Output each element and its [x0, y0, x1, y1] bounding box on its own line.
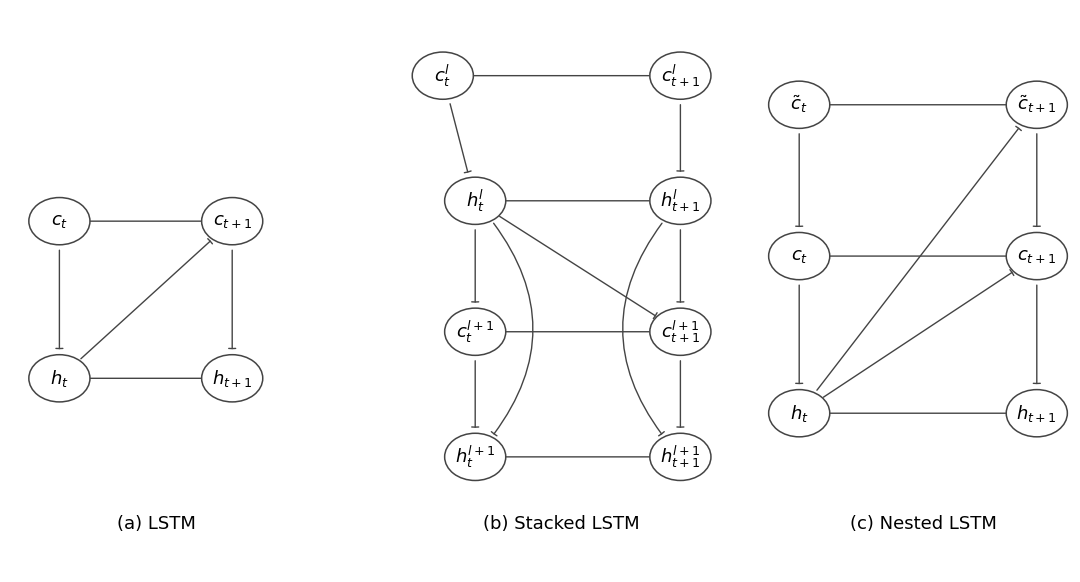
Ellipse shape: [202, 197, 262, 245]
Ellipse shape: [1007, 389, 1067, 437]
Ellipse shape: [445, 433, 505, 481]
Ellipse shape: [29, 354, 90, 402]
Text: $h_t^l$: $h_t^l$: [465, 187, 485, 214]
Text: (a) LSTM: (a) LSTM: [117, 515, 197, 533]
Text: $h_t$: $h_t$: [789, 403, 809, 424]
Text: $c_t$: $c_t$: [791, 247, 808, 265]
Ellipse shape: [769, 232, 829, 280]
Text: $h_t^{l+1}$: $h_t^{l+1}$: [455, 443, 496, 470]
Text: $c_{t+1}$: $c_{t+1}$: [213, 212, 252, 230]
Text: $h_t$: $h_t$: [50, 368, 69, 389]
Text: $c_t^l$: $c_t^l$: [434, 62, 451, 89]
Text: (b) Stacked LSTM: (b) Stacked LSTM: [483, 515, 640, 533]
Ellipse shape: [445, 177, 505, 225]
Ellipse shape: [650, 433, 711, 481]
Ellipse shape: [769, 81, 829, 129]
Text: $h_{t+1}$: $h_{t+1}$: [212, 368, 253, 389]
Ellipse shape: [29, 197, 90, 245]
Text: (c) Nested LSTM: (c) Nested LSTM: [850, 515, 997, 533]
Ellipse shape: [1007, 232, 1067, 280]
Ellipse shape: [413, 52, 473, 100]
Ellipse shape: [769, 389, 829, 437]
Text: $c_t$: $c_t$: [51, 212, 68, 230]
Ellipse shape: [202, 354, 262, 402]
Text: $h_{t+1}^l$: $h_{t+1}^l$: [660, 187, 701, 214]
Ellipse shape: [650, 52, 711, 100]
Ellipse shape: [650, 308, 711, 356]
Text: $\tilde{c}_{t+1}$: $\tilde{c}_{t+1}$: [1017, 94, 1056, 115]
Text: $h_{t+1}$: $h_{t+1}$: [1016, 403, 1057, 424]
Ellipse shape: [1007, 81, 1067, 129]
Text: $c_{t+1}^l$: $c_{t+1}^l$: [661, 62, 700, 89]
Text: $c_{t+1}$: $c_{t+1}$: [1017, 247, 1056, 265]
Text: $c_{t+1}^{l+1}$: $c_{t+1}^{l+1}$: [661, 318, 700, 345]
Text: $h_{t+1}^{l+1}$: $h_{t+1}^{l+1}$: [660, 443, 701, 470]
Ellipse shape: [650, 177, 711, 225]
Text: $c_t^{l+1}$: $c_t^{l+1}$: [456, 318, 495, 345]
Ellipse shape: [445, 308, 505, 356]
Text: $\tilde{c}_t$: $\tilde{c}_t$: [791, 94, 808, 115]
